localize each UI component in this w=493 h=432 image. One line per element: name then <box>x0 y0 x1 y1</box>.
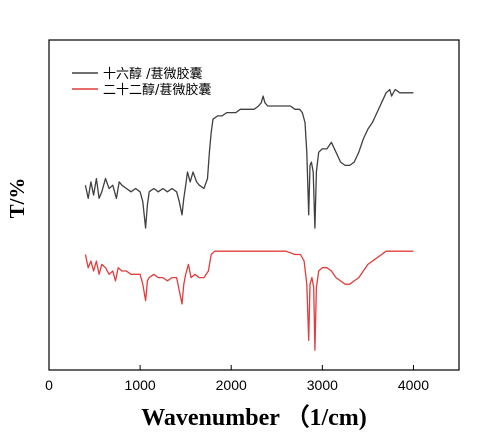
x-tick-label-3: 3000 <box>307 377 338 393</box>
x-tick-label-0: 0 <box>45 377 53 393</box>
legend: 十六醇 /葚微胶囊 二十二醇/葚微胶囊 <box>72 66 211 98</box>
x-tick-label-1: 1000 <box>125 377 156 393</box>
x-axis-title: Wavenumber （1/cm) <box>141 404 367 431</box>
y-axis-title: T/% <box>5 178 29 219</box>
plot-frame <box>48 39 460 371</box>
x-tick-label-4: 4000 <box>398 377 429 393</box>
x-tick-label-2: 2000 <box>216 377 247 393</box>
legend-label-0: 十六醇 /葚微胶囊 <box>103 66 203 82</box>
x-axis-ticks <box>48 365 414 370</box>
series-line-0 <box>84 88 414 229</box>
series-layer <box>84 88 414 351</box>
series-line-1 <box>84 250 414 351</box>
x-axis-tick-labels: 0 1000 2000 3000 4000 <box>45 377 429 393</box>
legend-label-1: 二十二醇/葚微胶囊 <box>103 82 211 98</box>
